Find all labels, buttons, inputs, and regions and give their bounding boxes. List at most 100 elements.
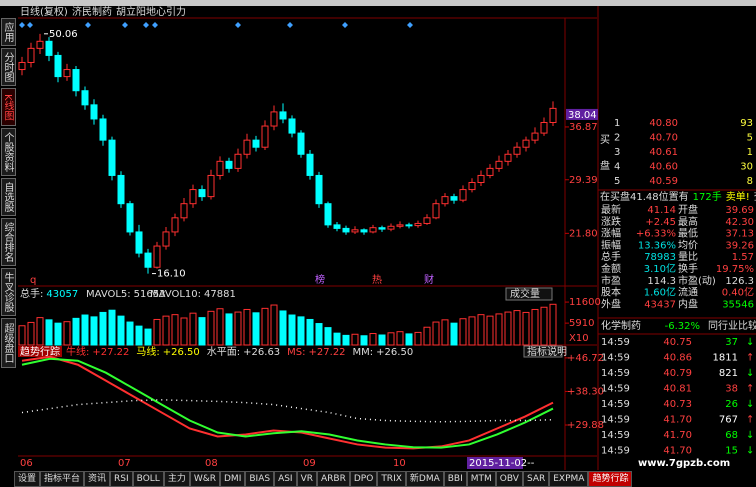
- bottom-tab[interactable]: VR: [296, 471, 318, 487]
- stat-value: 41.14: [647, 205, 676, 216]
- bottom-tab[interactable]: EXPMA: [549, 471, 589, 487]
- sidebar-tab[interactable]: 分时图: [1, 48, 16, 86]
- order-volume: 8: [747, 176, 753, 187]
- tick-time: 14:59: [601, 446, 630, 457]
- candle-body: [126, 203, 134, 233]
- volume-bar: [171, 314, 179, 346]
- annotation-label: 50.06: [49, 29, 78, 40]
- stat-value: 13.36%: [638, 240, 676, 251]
- x-tick-label: 08: [205, 458, 218, 469]
- volume-bar: [18, 325, 26, 346]
- sidebar-tab[interactable]: 应用: [1, 18, 16, 46]
- stat-label: 开盘: [678, 203, 698, 216]
- volume-legend-name: MAVOL10:: [150, 289, 201, 300]
- sidebar-tab[interactable]: 牛叉诊股: [1, 268, 16, 316]
- candle-body: [342, 227, 350, 233]
- event-marker: 热: [372, 273, 382, 286]
- volume-bar: [297, 316, 305, 346]
- volume-button-label[interactable]: 成交量: [510, 287, 540, 300]
- bottom-tab[interactable]: RSI: [110, 471, 133, 487]
- bottom-tab[interactable]: 资讯: [84, 471, 111, 487]
- order-volume: 30: [740, 162, 753, 173]
- bottom-tab[interactable]: W&R: [189, 471, 220, 487]
- bottom-tab[interactable]: 指标平台: [40, 471, 85, 487]
- bottom-tab[interactable]: TRIX: [377, 471, 406, 487]
- sidebar-tab[interactable]: 个股资料: [1, 128, 16, 176]
- stat-label: 市盈: [601, 274, 621, 287]
- alert-text[interactable]: 查看详细: [754, 190, 756, 203]
- volume-bar: [486, 315, 494, 346]
- sidebar-tab[interactable]: K线图: [1, 88, 16, 126]
- volume-bar: [468, 316, 476, 346]
- indicator-button-label[interactable]: 指标说明: [527, 345, 567, 358]
- indicator-button[interactable]: [523, 345, 563, 358]
- volume-bar: [351, 333, 359, 346]
- tick-direction: ↓: [746, 368, 754, 379]
- y-tick-label: +29.88: [567, 420, 604, 431]
- volume-bar: [36, 317, 44, 346]
- candle-body: [333, 224, 341, 229]
- candle-body: [351, 229, 359, 233]
- bottom-tab[interactable]: BIAS: [245, 471, 275, 487]
- tick-direction: ↑: [746, 415, 754, 426]
- candle-body: [522, 139, 530, 148]
- y-tick-label: 21.80: [569, 228, 598, 239]
- tick-direction: ↑: [746, 353, 754, 364]
- volume-bar: [207, 310, 215, 346]
- volume-bar: [531, 308, 539, 346]
- candle-body: [45, 40, 53, 56]
- volume-bar: [117, 315, 125, 346]
- candle-body: [405, 224, 413, 227]
- candle-body: [549, 107, 557, 123]
- candle-body: [198, 189, 206, 198]
- bottom-tab[interactable]: DPO: [349, 471, 378, 487]
- bottom-tab[interactable]: 新DMA: [405, 471, 444, 487]
- sidebar-tab[interactable]: 综合排名: [1, 218, 16, 266]
- bottom-tab[interactable]: DMI: [220, 471, 246, 487]
- x-tick-label: 09: [303, 458, 316, 469]
- period-label: 日线(复权): [20, 5, 68, 18]
- bottom-tab[interactable]: 主力: [163, 471, 190, 487]
- stat-value: 3.10亿: [644, 262, 676, 275]
- tick-volume: 15: [725, 446, 738, 457]
- bottom-tab[interactable]: 趋势行踪: [588, 471, 633, 487]
- bottom-tab[interactable]: ASI: [274, 471, 297, 487]
- volume-button[interactable]: [505, 287, 553, 301]
- stock-name: 济民制药: [72, 5, 112, 18]
- stat-label: 最低: [678, 227, 698, 240]
- volume-bar: [414, 331, 422, 346]
- sidebar-tab[interactable]: 自选股: [1, 178, 16, 216]
- bottom-tab[interactable]: BBI: [443, 471, 467, 487]
- bottom-tab[interactable]: 设置: [14, 471, 41, 487]
- order-price: 40.61: [649, 147, 678, 158]
- bottom-tab[interactable]: OBV: [495, 471, 523, 487]
- volume-bar: [72, 317, 80, 346]
- signal-diamonds: [19, 22, 413, 28]
- volume-bar: [180, 317, 188, 346]
- tick-time: 14:59: [601, 399, 630, 410]
- stat-value: 19.75%: [716, 264, 754, 275]
- bottom-tab[interactable]: BOLL: [132, 471, 164, 487]
- candle-body: [225, 160, 233, 169]
- industry-link[interactable]: 同行业比较: [708, 319, 756, 332]
- candle-body: [72, 69, 80, 92]
- candle-body: [414, 222, 422, 227]
- x-tick-label: 10: [393, 458, 406, 469]
- order-price: 40.70: [649, 133, 678, 144]
- sidebar-tab[interactable]: 超级盘口: [1, 318, 16, 368]
- indicator-line: [21, 357, 554, 449]
- candle-body: [279, 111, 287, 120]
- bottom-tab[interactable]: MTM: [466, 471, 496, 487]
- volume-bar: [333, 332, 341, 346]
- event-marker: 财: [424, 273, 434, 286]
- volume-bar: [45, 319, 53, 346]
- candle-body: [441, 196, 449, 205]
- indicator-legend-name: MS:: [287, 347, 305, 358]
- bottom-tab[interactable]: SAR: [522, 471, 550, 487]
- volume-bar: [162, 315, 170, 346]
- candle-body: [324, 203, 332, 226]
- bottom-tab[interactable]: ARBR: [317, 471, 350, 487]
- volume-bar: [423, 326, 431, 346]
- tick-time: 14:59: [601, 430, 630, 441]
- volume-bar: [153, 318, 161, 346]
